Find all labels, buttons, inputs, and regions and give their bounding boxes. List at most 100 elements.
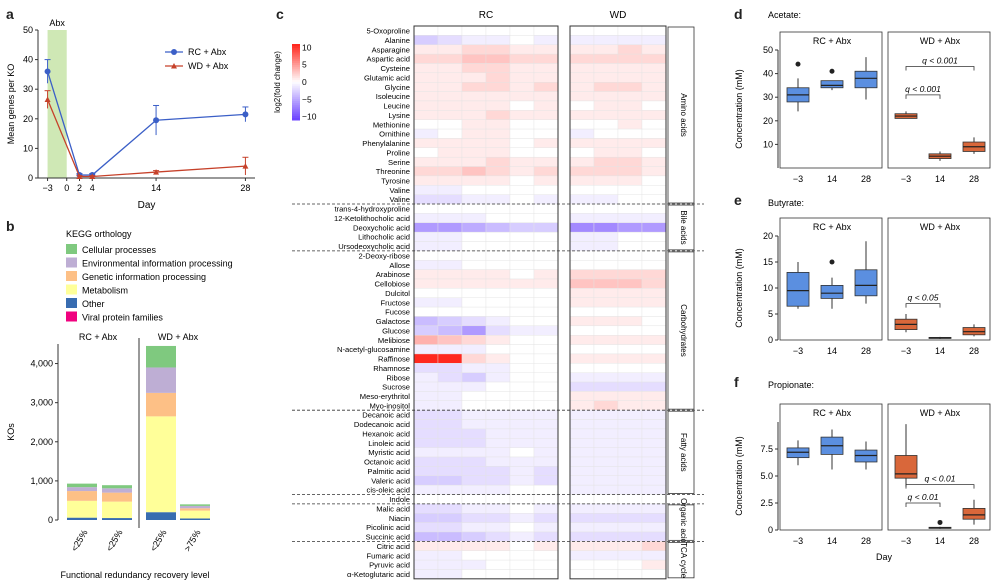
box — [854, 70, 878, 89]
heatmap-cell — [437, 409, 463, 420]
heatmap-cell — [461, 63, 487, 74]
heatmap-cell — [413, 175, 439, 186]
heatmap-cell — [593, 250, 619, 261]
significance-label: q < 0.01 — [925, 474, 956, 484]
heatmap-cell — [533, 466, 559, 476]
heatmap-cell — [485, 269, 511, 280]
heatmap-cell — [485, 63, 511, 74]
y-tick-label: 15 — [763, 257, 773, 267]
group-label: Bile acids — [679, 210, 688, 244]
heatmap-cell — [461, 531, 487, 542]
heatmap-cell — [617, 119, 643, 130]
data-point — [242, 111, 249, 118]
colorbar-step — [292, 51, 300, 54]
rc-frame — [413, 25, 559, 580]
heatmap-cell — [413, 381, 439, 392]
group-label: RC + Abx — [813, 222, 852, 232]
heatmap-cell — [593, 522, 619, 533]
row-label: Niacin — [389, 514, 410, 523]
heatmap-cell — [461, 438, 487, 448]
heatmap-cell — [461, 175, 487, 186]
heatmap-cell — [461, 569, 487, 580]
heatmap-cell — [485, 147, 511, 158]
heatmap-cell — [437, 166, 463, 177]
heatmap-cell — [569, 475, 595, 486]
heatmap-cell — [485, 288, 511, 298]
heatmap-cell — [569, 531, 595, 542]
heatmap-cell — [569, 363, 595, 373]
heatmap-cell — [641, 559, 667, 570]
heatmap-cell — [413, 250, 439, 261]
heatmap-cell — [569, 391, 595, 401]
heatmap-cell — [533, 194, 559, 205]
heatmap-cell — [485, 213, 511, 223]
stacked-bar-segment — [146, 367, 176, 393]
heatmap-cell — [461, 222, 487, 233]
chart-f-propionate-boxplot: Propionate: 0 2.5 5.0 7.5 Concentration (mM) R… — [734, 380, 991, 562]
heatmap-cell — [569, 513, 595, 523]
heatmap-cell — [617, 363, 643, 373]
row-label: Palmitic acid — [367, 467, 410, 476]
heatmap-cell — [437, 428, 463, 439]
box — [894, 455, 918, 479]
heatmap-cell — [437, 100, 463, 111]
heatmap-cell — [569, 91, 595, 102]
heatmap-cell — [485, 494, 511, 505]
heatmap-cell — [485, 475, 511, 486]
heatmap-cell — [485, 447, 511, 458]
heatmap-cell — [437, 372, 463, 383]
row-label: trans-4-hydroxyproline — [334, 205, 410, 214]
heatmap-cell — [461, 400, 487, 411]
stacked-bar-segment — [146, 416, 176, 513]
x-tick-label: 28 — [861, 536, 871, 546]
heatmap-cell — [509, 419, 535, 430]
heatmap-cell — [413, 466, 439, 476]
row-label: Dodecanoic acid — [354, 420, 410, 429]
colorbar-step — [292, 99, 300, 102]
heatmap-cell — [509, 541, 535, 551]
heatmap-cell — [437, 53, 463, 64]
row-label: Arabinose — [376, 270, 410, 279]
heatmap-cell — [413, 260, 439, 270]
heatmap-cell — [509, 494, 535, 505]
heatmap-cell — [641, 372, 667, 383]
group-frame — [779, 31, 883, 169]
heatmap-cell — [461, 260, 487, 270]
heatmap-cell — [461, 513, 487, 523]
heatmap-cell — [593, 72, 619, 83]
heatmap-cell — [533, 185, 559, 195]
heatmap-cell — [509, 63, 535, 74]
heatmap-cell — [593, 550, 619, 561]
heatmap-cell — [533, 363, 559, 373]
y-axis-label: Mean genes per KO — [6, 64, 16, 145]
heatmap-cell — [617, 541, 643, 551]
y-axis-label: Concentration (mM) — [734, 69, 744, 149]
colorbar-step — [292, 110, 300, 113]
heatmap-cell — [509, 344, 535, 355]
heatmap-cell — [485, 428, 511, 439]
heatmap-cell — [437, 503, 463, 514]
heatmap-cell — [509, 213, 535, 223]
heatmap-cell — [509, 128, 535, 139]
row-label: Succinic acid — [366, 533, 410, 542]
heatmap-cell — [437, 119, 463, 130]
heatmap-cell — [617, 569, 643, 580]
heatmap-cell — [413, 100, 439, 111]
heatmap-cell — [641, 447, 667, 458]
row-label: α-Ketoglutaric acid — [347, 570, 410, 579]
heatmap-cell — [569, 128, 595, 139]
row-label: Cysteine — [380, 64, 410, 73]
x-tick-label: <25% — [104, 528, 124, 553]
colorbar-step — [292, 55, 300, 58]
heatmap-cell — [617, 91, 643, 102]
heatmap-cell — [533, 91, 559, 102]
significance-label: q < 0.05 — [908, 293, 939, 303]
heatmap-cell — [509, 138, 535, 149]
heatmap-cell — [437, 447, 463, 458]
heatmap-cell — [485, 381, 511, 392]
heatmap-cell — [593, 194, 619, 205]
y-tick-label: 1,000 — [30, 476, 53, 486]
row-label: Serine — [388, 158, 410, 167]
heatmap-cell — [461, 241, 487, 252]
